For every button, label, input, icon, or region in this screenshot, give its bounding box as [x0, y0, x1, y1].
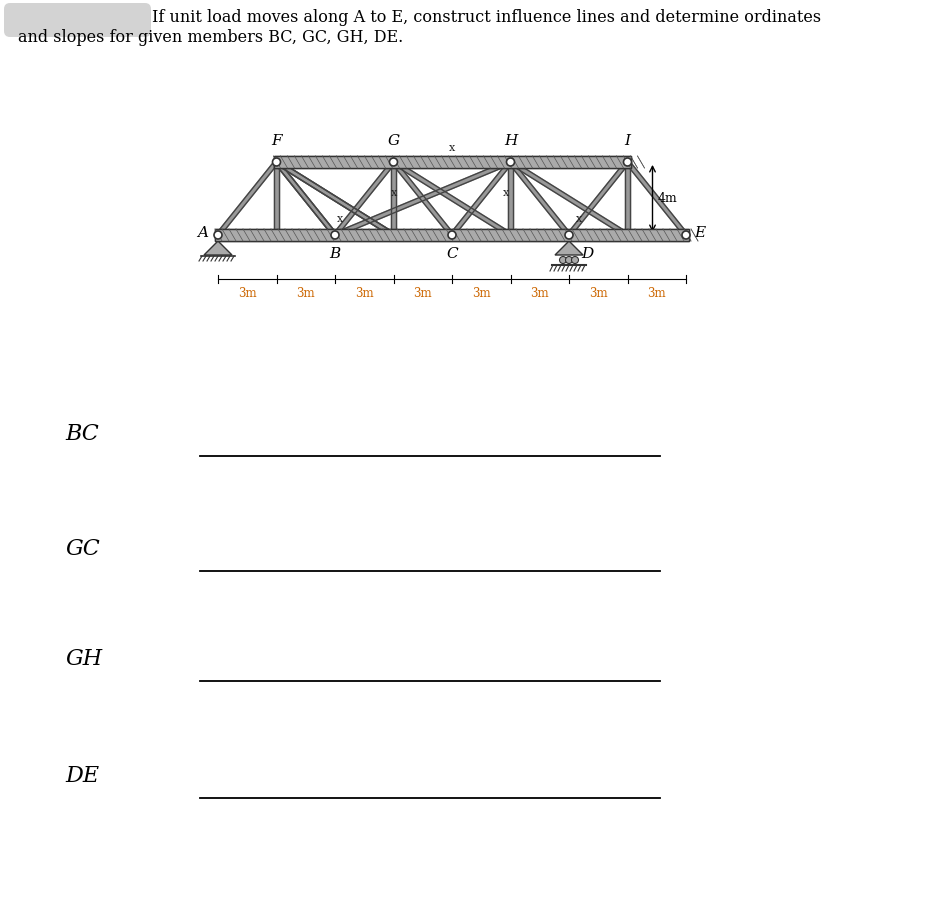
Polygon shape [392, 161, 454, 237]
Polygon shape [274, 162, 279, 235]
Text: B: B [329, 247, 340, 261]
Text: H: H [504, 134, 517, 148]
Text: 4m: 4m [658, 192, 677, 205]
Polygon shape [508, 161, 570, 237]
Polygon shape [555, 241, 583, 255]
Polygon shape [450, 161, 512, 237]
Circle shape [214, 231, 222, 239]
Circle shape [559, 257, 567, 263]
Polygon shape [391, 162, 396, 235]
Polygon shape [275, 161, 337, 237]
Circle shape [571, 257, 579, 263]
Polygon shape [509, 160, 628, 237]
Polygon shape [276, 160, 395, 237]
Polygon shape [277, 233, 335, 237]
Text: 3m: 3m [472, 287, 491, 300]
Circle shape [507, 158, 515, 166]
Text: 3m: 3m [355, 287, 373, 300]
Text: C: C [446, 247, 458, 261]
Text: x: x [503, 188, 508, 199]
Text: 3m: 3m [647, 287, 666, 300]
Polygon shape [204, 241, 232, 255]
Circle shape [624, 158, 631, 166]
Text: BC: BC [65, 423, 98, 445]
Circle shape [566, 257, 572, 263]
Polygon shape [276, 160, 395, 237]
Polygon shape [275, 161, 337, 237]
Text: 3m: 3m [238, 287, 257, 300]
Polygon shape [626, 161, 688, 237]
Polygon shape [274, 156, 630, 168]
Text: 3m: 3m [589, 287, 608, 300]
Text: 3m: 3m [530, 287, 549, 300]
Polygon shape [626, 162, 629, 235]
Text: F: F [271, 134, 281, 148]
Text: G: G [387, 134, 400, 148]
Text: and slopes for given members BC, GC, GH, DE.: and slopes for given members BC, GC, GH,… [18, 29, 403, 45]
Circle shape [682, 231, 690, 239]
Text: DE: DE [65, 765, 99, 787]
Text: x: x [337, 214, 343, 224]
Circle shape [448, 231, 456, 239]
Circle shape [273, 158, 280, 166]
Polygon shape [215, 229, 689, 241]
Circle shape [331, 231, 339, 239]
Text: I: I [625, 134, 630, 148]
Polygon shape [392, 160, 511, 237]
Text: GC: GC [65, 538, 99, 560]
Text: GH: GH [65, 648, 102, 670]
Text: x: x [390, 188, 397, 199]
Text: x: x [449, 143, 455, 153]
Text: If unit load moves along A to E, construct influence lines and determine ordinat: If unit load moves along A to E, constru… [152, 9, 821, 27]
Polygon shape [567, 161, 629, 237]
Polygon shape [274, 156, 630, 168]
Polygon shape [333, 161, 395, 237]
Circle shape [565, 231, 573, 239]
Text: D: D [581, 247, 593, 261]
Polygon shape [508, 162, 513, 235]
Polygon shape [334, 160, 511, 237]
Text: 3m: 3m [296, 287, 315, 300]
Text: 3m: 3m [414, 287, 432, 300]
Text: A: A [197, 226, 208, 240]
Polygon shape [215, 229, 689, 241]
Polygon shape [217, 161, 279, 237]
Text: x: x [576, 214, 582, 224]
FancyBboxPatch shape [4, 3, 151, 37]
Circle shape [389, 158, 398, 166]
Text: E: E [694, 226, 705, 240]
